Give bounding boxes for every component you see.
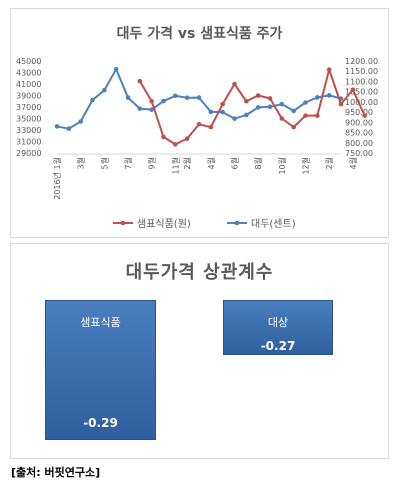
soybean-series-point: [184, 95, 190, 101]
x-axis-tick: 11월: [170, 157, 180, 175]
soybean-series-point: [279, 101, 285, 107]
right-axis-tick: 1100.00: [345, 77, 378, 86]
sempio-series-point: [255, 93, 261, 98]
right-axis-tick: 850.00: [345, 129, 373, 138]
soybean-series-point: [220, 109, 225, 115]
soybean-series-point: [102, 87, 107, 93]
left-axis-tick: 37000: [16, 103, 41, 112]
bar-value-sempio: -0.29: [83, 416, 118, 430]
legend-soybean-label: 대두(센트): [251, 218, 296, 230]
right-axis-tick: 900.00: [345, 118, 373, 127]
sempio-series-point: [244, 98, 249, 104]
soybean-series-point: [208, 109, 214, 115]
x-axis-tick: 9월: [147, 157, 157, 169]
sempio-series-point: [291, 124, 296, 130]
sempio-series-point: [362, 113, 367, 118]
x-axis-tick: 6월: [230, 157, 240, 169]
soybean-series-point: [90, 97, 95, 103]
soybean-series-point: [54, 124, 60, 129]
sempio-series-point: [184, 136, 190, 141]
left-axis-tick: 45000: [16, 57, 41, 66]
right-axis-tick: 1000.00: [345, 98, 378, 107]
sempio-series-point: [137, 78, 143, 84]
x-axis-tick: 2016년 1월: [52, 157, 62, 200]
line-chart-panel: 대두 가격 vs 샘표식품 주가 45000 43000 41000 39000 370…: [10, 8, 389, 238]
right-axis-tick: 1150.00: [345, 67, 378, 76]
left-axis-tick: 29000: [16, 149, 41, 158]
soybean-series-point: [113, 66, 119, 72]
sempio-series-point: [232, 81, 237, 87]
soybean-series-point: [137, 106, 143, 111]
soybean-series-point: [125, 95, 131, 100]
legend-soybean-marker: [234, 220, 240, 226]
legend-sempio-label: 샘표식품(원): [137, 218, 191, 230]
source-caption: [출처: 버핏연구소]: [11, 466, 101, 479]
bar-label-sempio: 샘표식품: [80, 316, 121, 329]
bar-daesang: 대상 -0.27: [223, 300, 333, 355]
right-axis-tick: 1050.00: [345, 88, 378, 97]
soybean-series-point: [244, 112, 249, 118]
sempio-series-point: [326, 67, 332, 72]
legend-sempio-marker: [120, 220, 126, 226]
left-axis-tick: 39000: [16, 92, 41, 101]
right-axis-tick: 800.00: [345, 139, 373, 148]
soybean-series-point: [326, 93, 332, 98]
sempio-series-point: [315, 113, 320, 118]
x-axis-tick: 2월: [182, 157, 192, 169]
sempio-series-point: [196, 121, 202, 127]
x-axis-tick: 2월: [324, 157, 334, 169]
right-axis-tick: 1200.00: [345, 57, 378, 66]
soybean-series-point: [303, 100, 308, 105]
line-chart: 45000 43000 41000 39000 37000 35000 33000 31000…: [16, 57, 378, 230]
right-axis-tick: 750.00: [345, 149, 373, 158]
sempio-series-point: [220, 101, 225, 107]
bar-value-daesang: -0.27: [260, 339, 296, 353]
soybean-series-point: [255, 105, 261, 110]
soybean-series-point: [232, 116, 237, 121]
soybean-series-point: [173, 93, 178, 99]
bar-label-daesang: 대상: [267, 316, 289, 329]
correlation-title: 대두가격 상관계수: [125, 262, 274, 283]
sempio-series-line: [138, 68, 366, 146]
soybean-series-point: [196, 95, 202, 100]
line-chart-title: 대두 가격 vs 샘표식품 주가: [116, 26, 283, 42]
soybean-series-point: [291, 108, 296, 114]
sempio-series-point: [350, 87, 356, 93]
x-axis-tick: 3월: [76, 157, 86, 169]
sempio-series-point: [149, 98, 154, 104]
left-axis-tick: 43000: [16, 69, 41, 78]
soybean-series-point: [66, 126, 72, 131]
left-axis-tick: 33000: [16, 126, 41, 135]
sempio-series-point: [303, 113, 308, 118]
soybean-series-point: [267, 104, 273, 110]
x-axis-tick: 7월: [123, 157, 133, 169]
x-axis-tick: 5월: [99, 157, 109, 169]
sempio-series-point: [173, 142, 178, 147]
left-axis-tick: 41000: [16, 80, 41, 89]
sempio-series-point: [267, 96, 273, 101]
soybean-series-point: [78, 119, 83, 124]
x-axis-tick: 4월: [206, 157, 216, 169]
soybean-series-point: [315, 95, 320, 100]
left-axis-tick: 31000: [16, 138, 41, 147]
left-axis-tick: 35000: [16, 115, 41, 124]
correlation-panel: 대두가격 상관계수 샘표식품 -0.29 대상 -0.27: [10, 243, 389, 459]
x-axis-tick: 4월: [348, 157, 358, 169]
sempio-series-point: [279, 116, 285, 121]
soybean-series-point: [149, 107, 154, 112]
sempio-series-point: [161, 134, 166, 140]
x-axis-tick: 12월: [301, 157, 311, 175]
x-axis-tick: 10월: [277, 157, 287, 175]
soybean-series-point: [161, 98, 166, 104]
right-axis-tick: 950.00: [345, 108, 373, 117]
sempio-series-point: [338, 101, 344, 107]
x-axis-tick: 8월: [253, 157, 263, 169]
sempio-series-point: [208, 124, 214, 130]
bar-sempio: 샘표식품 -0.29: [45, 300, 156, 440]
